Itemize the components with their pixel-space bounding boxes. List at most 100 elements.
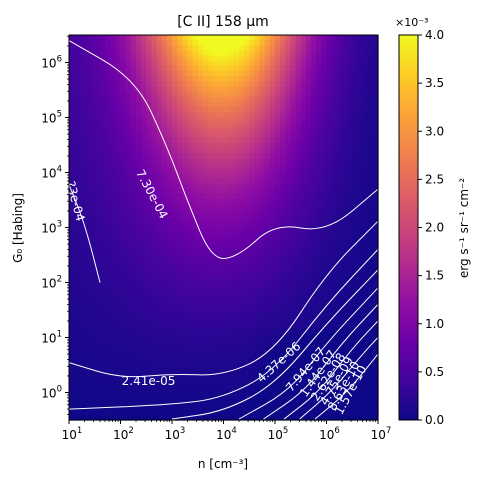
heatmap-cell [275,348,281,354]
heatmap-cell [321,35,328,41]
heatmap-cell [228,337,235,344]
heatmap-cell [316,91,322,98]
heatmap-cell [280,163,286,170]
heatmap-cell [115,60,122,67]
heatmap-cell [89,373,96,380]
heatmap-cell [352,91,358,98]
heatmap-cell [223,250,230,257]
heatmap-cell [223,96,230,103]
heatmap-cell [336,153,343,159]
heatmap-cell [331,343,338,349]
heatmap-cell [208,173,214,180]
heatmap-cell [305,106,312,113]
heatmap-cell [311,240,317,247]
heatmap-cell [321,183,328,190]
heatmap-cell [141,50,147,57]
heatmap-cell [362,183,369,190]
heatmap-cell [244,204,250,211]
heatmap-cell [316,250,322,257]
heatmap-cell [321,332,328,339]
heatmap-cell [357,214,364,221]
heatmap-cell [367,65,374,72]
heatmap-cell [208,189,214,195]
y-tick-label: 103 [41,219,62,235]
heatmap-cell [69,173,75,180]
heatmap-cell [135,106,142,113]
heatmap-cell [290,91,297,98]
heatmap-cell [166,194,173,200]
heatmap-cell [202,245,209,252]
heatmap-cell [300,214,307,221]
heatmap-cell [238,122,245,128]
heatmap-cell [254,55,261,62]
heatmap-cell [151,168,158,175]
heatmap-cell [300,230,307,236]
heatmap-cell [362,363,369,370]
heatmap-cell [275,409,281,416]
heatmap-cell [305,358,312,365]
heatmap-cell [295,132,302,139]
heatmap-cell [300,142,307,149]
heatmap-cell [372,112,379,118]
heatmap-cell [316,281,322,288]
heatmap-cell [311,307,317,313]
heatmap-cell [89,301,96,308]
heatmap-cell [238,81,245,87]
heatmap-cell [336,60,343,67]
heatmap-cell [208,204,214,211]
heatmap-cell [125,327,132,334]
heatmap-cell [177,81,183,87]
heatmap-cell [187,230,194,236]
heatmap-cell [341,96,348,103]
heatmap-cell [352,399,358,406]
heatmap-cell [341,353,348,359]
heatmap-cell [336,348,343,354]
heatmap-cell [84,348,91,354]
heatmap-cell [94,281,101,288]
heatmap-cell [110,86,116,93]
heatmap-cell [177,230,183,236]
heatmap-cell [341,168,348,175]
heatmap-cell [135,230,142,236]
heatmap-cell [146,384,152,390]
heatmap-cell [135,70,142,77]
heatmap-cell [254,147,261,154]
heatmap-cell [280,91,286,98]
heatmap-cell [161,353,168,359]
heatmap-cell [125,40,132,46]
heatmap-cell [208,214,214,221]
heatmap-cell [264,96,271,103]
heatmap-cell [331,199,338,205]
heatmap-cell [300,240,307,247]
heatmap-cell [135,81,142,87]
heatmap-cell [357,178,364,185]
heatmap-cell [264,127,271,134]
heatmap-cell [269,296,276,303]
heatmap-cell [99,230,106,236]
heatmap-cell [105,70,111,77]
heatmap-cell [99,271,106,277]
heatmap-cell [197,271,204,277]
heatmap-cell [290,214,297,221]
heatmap-cell [362,378,369,385]
heatmap-cell [79,65,86,72]
heatmap-cell [285,337,292,344]
heatmap-cell [372,91,379,98]
heatmap-cell [94,255,101,262]
heatmap-cell [295,158,302,164]
heatmap-cell [311,348,317,354]
heatmap-cell [367,199,374,205]
heatmap-cell [74,204,80,211]
heatmap-cell [166,132,173,139]
heatmap-cell [146,60,152,67]
heatmap-cell [311,173,317,180]
heatmap-cell [305,209,312,216]
heatmap-cell [218,240,225,247]
heatmap-cell [290,322,297,329]
heatmap-cell [166,204,173,211]
colorbar-tick-label: 0.5 [425,365,444,379]
heatmap-cell [321,245,328,252]
heatmap-cell [192,60,199,67]
heatmap-cell [341,147,348,154]
heatmap-cell [223,199,230,205]
